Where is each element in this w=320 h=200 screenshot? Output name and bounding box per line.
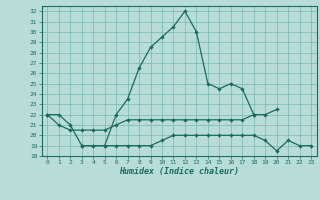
X-axis label: Humidex (Indice chaleur): Humidex (Indice chaleur) <box>119 167 239 176</box>
